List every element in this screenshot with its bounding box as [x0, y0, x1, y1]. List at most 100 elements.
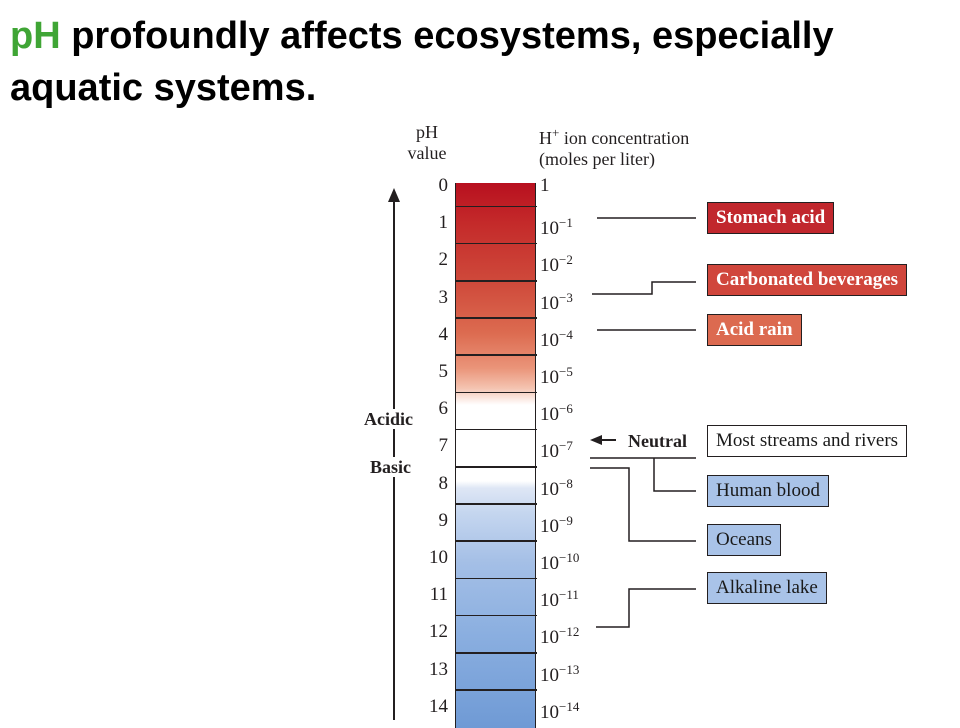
- ph-value-4: 4: [438, 323, 449, 345]
- concentration-base: 10: [540, 218, 559, 240]
- concentration-10: 10−10: [540, 547, 579, 575]
- ph-value-1: 1: [438, 212, 449, 234]
- concentration-6: 10−6: [540, 398, 573, 426]
- concentration-base: 10: [540, 553, 559, 574]
- example-carbonated-beverages: Carbonated beverages: [707, 264, 908, 296]
- neutral-arrow-shaft: [600, 439, 616, 441]
- h-charge: +: [552, 125, 560, 140]
- concentration-exponent: −6: [559, 401, 573, 417]
- concentration-exponent: −10: [559, 550, 580, 565]
- concentration-header: H+ ion concentration (moles per liter): [539, 122, 759, 170]
- concentration-base: 10: [540, 329, 559, 351]
- ph-scale-bar: [455, 183, 536, 728]
- concentration-base: 10: [540, 292, 559, 314]
- neutral-label: Neutral: [628, 431, 687, 451]
- concentration-2: 10−2: [540, 249, 573, 277]
- title-accent: pH: [10, 15, 61, 57]
- concentration-base: 10: [540, 367, 559, 388]
- scale-divider: [455, 689, 537, 691]
- up-arrow-icon: [388, 188, 400, 202]
- concentration-1: 10−1: [540, 212, 573, 240]
- concentration-exponent: −13: [559, 661, 580, 677]
- scale-divider: [455, 354, 537, 356]
- concentration-8: 10−8: [540, 473, 573, 501]
- concentration-exponent: −7: [559, 438, 573, 454]
- concentration-base: 1: [540, 175, 550, 196]
- concentration-exponent: −9: [559, 512, 573, 528]
- concentration-exponent: −2: [559, 252, 573, 268]
- title-text: profoundly affects ecosystems, especiall…: [10, 15, 834, 109]
- concentration-7: 10−7: [540, 435, 573, 463]
- conc-header-text: ion concentration: [559, 128, 690, 148]
- scale-divider: [455, 317, 537, 319]
- ph-header-line-2: value: [407, 143, 447, 163]
- scale-divider: [455, 652, 537, 654]
- concentration-exponent: −11: [559, 587, 579, 603]
- concentration-exponent: −3: [559, 289, 573, 305]
- scale-divider: [455, 540, 537, 542]
- ph-value-header: pH value: [392, 122, 462, 164]
- concentration-11: 10−11: [540, 584, 579, 612]
- ph-value-11: 11: [429, 584, 448, 606]
- connector-human-blood: [653, 458, 696, 492]
- ph-value-6: 6: [438, 398, 449, 420]
- concentration-base: 10: [540, 701, 559, 723]
- scale-divider: [455, 614, 537, 617]
- ph-value-5: 5: [438, 361, 449, 382]
- concentration-base: 10: [540, 478, 559, 500]
- conc-header-line-2: (moles per liter): [539, 149, 655, 169]
- example-most-streams-and-rivers: Most streams and rivers: [707, 425, 908, 457]
- scale-divider: [455, 503, 537, 505]
- scale-divider: [455, 205, 537, 208]
- ph-value-0: 0: [438, 175, 449, 196]
- left-arrow-icon: [590, 435, 602, 445]
- ph-value-7: 7: [438, 435, 449, 457]
- concentration-base: 10: [540, 590, 559, 612]
- connector-carbonated-beverages: [592, 281, 696, 295]
- ph-value-8: 8: [438, 472, 449, 494]
- example-acid-rain: Acid rain: [707, 314, 802, 346]
- ph-value-12: 12: [429, 621, 448, 643]
- acidic-label: Acidic: [362, 409, 415, 429]
- scale-divider: [455, 466, 537, 468]
- connector-oceans: [590, 467, 696, 542]
- concentration-exponent: −5: [559, 364, 573, 379]
- concentration-9: 10−9: [540, 510, 573, 538]
- scale-divider: [455, 280, 537, 282]
- concentration-base: 10: [540, 627, 559, 649]
- example-oceans: Oceans: [707, 524, 781, 556]
- ph-value-10: 10: [429, 547, 448, 568]
- slide-title: pH profoundly affects ecosystems, especi…: [10, 10, 910, 114]
- concentration-exponent: −12: [559, 624, 580, 640]
- ph-value-9: 9: [438, 509, 449, 531]
- concentration-13: 10−13: [540, 659, 579, 687]
- concentration-exponent: −1: [559, 215, 573, 231]
- scale-divider: [455, 577, 537, 580]
- concentration-3: 10−3: [540, 287, 573, 315]
- concentration-exponent: −4: [559, 326, 573, 342]
- concentration-5: 10−5: [540, 361, 573, 389]
- connector-alkaline-lake: [596, 588, 696, 628]
- concentration-base: 10: [540, 404, 559, 426]
- scale-divider: [455, 242, 537, 245]
- concentration-12: 10−12: [540, 621, 579, 649]
- scale-divider: [455, 428, 537, 431]
- basic-label: Basic: [368, 457, 414, 477]
- ph-value-3: 3: [438, 286, 449, 308]
- ph-value-2: 2: [438, 249, 449, 271]
- concentration-exponent: −14: [559, 698, 580, 714]
- concentration-14: 10−14: [540, 696, 579, 724]
- ph-header-line-1: pH: [416, 122, 438, 142]
- concentration-base: 10: [540, 664, 559, 686]
- concentration-base: 10: [540, 255, 559, 277]
- concentration-base: 10: [540, 515, 559, 537]
- example-human-blood: Human blood: [707, 475, 829, 507]
- concentration-0: 1: [540, 175, 550, 197]
- scale-divider: [455, 391, 537, 394]
- h-symbol: H: [539, 128, 552, 148]
- example-stomach-acid: Stomach acid: [707, 202, 835, 234]
- concentration-4: 10−4: [540, 324, 573, 352]
- ph-value-13: 13: [429, 658, 448, 680]
- example-alkaline-lake: Alkaline lake: [707, 572, 827, 604]
